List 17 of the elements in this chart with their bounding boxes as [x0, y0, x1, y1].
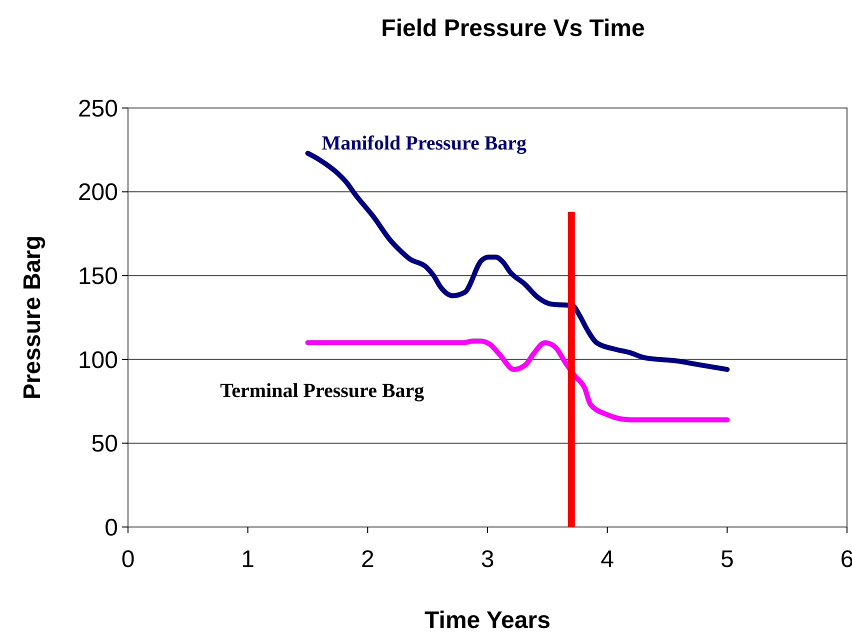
y-axis-title: Pressure Barg — [19, 235, 46, 400]
y-tick-label: 250 — [78, 95, 118, 122]
x-tick-label: 1 — [241, 546, 255, 573]
x-tick-label: 2 — [360, 546, 374, 573]
x-tick-label: 3 — [480, 546, 494, 573]
y-tick-label: 0 — [104, 514, 118, 542]
y-tick-label: 100 — [78, 346, 118, 374]
y-tick-label: 50 — [91, 430, 118, 458]
x-axis-title: Time Years — [424, 607, 550, 634]
y-tick-label: 200 — [78, 179, 118, 206]
series-label: Terminal Pressure Barg — [220, 380, 424, 402]
chart-title: Field Pressure Vs Time — [381, 15, 645, 42]
x-tick-label: 5 — [720, 546, 734, 573]
series-label: Manifold Pressure Barg — [322, 132, 527, 154]
x-tick-label: 4 — [600, 546, 614, 573]
y-tick-label: 150 — [78, 263, 118, 290]
x-tick-label: 0 — [121, 546, 135, 573]
